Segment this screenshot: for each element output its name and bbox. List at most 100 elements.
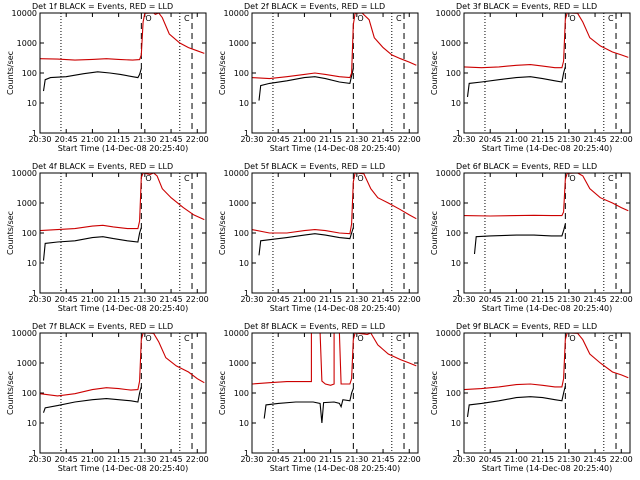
marker-o: O bbox=[145, 174, 151, 183]
series-line bbox=[39, 12, 205, 61]
y-tick-label: 1000 bbox=[229, 359, 249, 368]
y-tick-label: 10000 bbox=[12, 329, 37, 338]
y-tick-label: 1000 bbox=[441, 359, 461, 368]
x-axis-label: Start Time (14-Dec-08 20:25:40) bbox=[270, 304, 401, 313]
x-tick-label: 20:45 bbox=[479, 295, 502, 304]
y-axis-label: Counts/sec bbox=[218, 371, 227, 415]
x-tick-label: 21:30 bbox=[345, 135, 368, 144]
x-tick-label: 21:45 bbox=[584, 455, 607, 464]
x-tick-label: 21:45 bbox=[372, 455, 395, 464]
marker-c: C bbox=[396, 14, 402, 23]
x-tick-label: 21:00 bbox=[505, 295, 528, 304]
series-line bbox=[463, 332, 629, 391]
marker-o: O bbox=[145, 14, 151, 23]
series-line bbox=[251, 332, 417, 386]
x-tick-label: 21:15 bbox=[107, 295, 130, 304]
marker-c: C bbox=[608, 174, 614, 183]
chart-title: Det 6f BLACK = Events, RED = LLD bbox=[456, 162, 597, 171]
y-tick-label: 1 bbox=[244, 449, 249, 458]
chart-title: Det 7f BLACK = Events, RED = LLD bbox=[32, 322, 173, 331]
series-line bbox=[42, 386, 142, 413]
y-tick-label: 1 bbox=[32, 289, 37, 298]
marker-o: O bbox=[569, 14, 575, 23]
chart-title: Det 5f BLACK = Events, RED = LLD bbox=[244, 162, 385, 171]
y-tick-label: 10000 bbox=[12, 9, 37, 18]
series-line bbox=[42, 68, 142, 92]
marker-c: C bbox=[184, 174, 190, 183]
x-tick-label: 21:00 bbox=[81, 135, 104, 144]
x-tick-label: 20:30 bbox=[240, 135, 263, 144]
plot-frame bbox=[251, 12, 419, 134]
x-tick-label: 21:15 bbox=[319, 135, 342, 144]
marker-c: C bbox=[608, 14, 614, 23]
x-tick-label: 21:30 bbox=[557, 135, 580, 144]
y-axis-label: Counts/sec bbox=[6, 51, 15, 95]
y-tick-label: 10000 bbox=[436, 9, 461, 18]
series-line bbox=[39, 332, 205, 397]
series-line bbox=[473, 223, 566, 255]
x-tick-label: 21:45 bbox=[160, 135, 183, 144]
plot-frame bbox=[39, 332, 207, 454]
chart-title: Det 3f BLACK = Events, RED = LLD bbox=[456, 2, 597, 11]
x-tick-label: 22:00 bbox=[398, 295, 421, 304]
chart-panel: Det 5f BLACK = Events, RED = LLD 1 10 100 10… bbox=[218, 162, 421, 313]
y-tick-label: 1 bbox=[456, 449, 461, 458]
chart-title: Det 4f BLACK = Events, RED = LLD bbox=[32, 162, 173, 171]
x-tick-label: 20:45 bbox=[267, 455, 290, 464]
y-tick-label: 1000 bbox=[229, 199, 249, 208]
x-tick-label: 22:00 bbox=[186, 455, 209, 464]
x-axis-label: Start Time (14-Dec-08 20:25:40) bbox=[58, 304, 189, 313]
x-tick-label: 21:30 bbox=[133, 295, 156, 304]
x-tick-label: 21:00 bbox=[81, 295, 104, 304]
y-tick-label: 1000 bbox=[17, 199, 37, 208]
y-tick-label: 10000 bbox=[224, 329, 249, 338]
y-tick-label: 100 bbox=[446, 69, 461, 78]
chart-panel: Det 7f BLACK = Events, RED = LLD 1 10 100 10… bbox=[6, 322, 209, 473]
x-axis-label: Start Time (14-Dec-08 20:25:40) bbox=[482, 144, 613, 153]
y-tick-label: 1000 bbox=[441, 199, 461, 208]
chart-panel: Det 3f BLACK = Events, RED = LLD 1 10 100 10… bbox=[430, 2, 633, 153]
x-tick-label: 20:30 bbox=[28, 295, 51, 304]
marker-c: C bbox=[184, 14, 190, 23]
x-tick-label: 20:45 bbox=[267, 135, 290, 144]
x-tick-label: 21:15 bbox=[531, 455, 554, 464]
series-line bbox=[251, 12, 417, 80]
y-tick-label: 10000 bbox=[224, 169, 249, 178]
x-tick-label: 21:30 bbox=[557, 455, 580, 464]
marker-c: C bbox=[608, 334, 614, 343]
x-tick-label: 21:00 bbox=[293, 135, 316, 144]
marker-o: O bbox=[357, 174, 363, 183]
y-tick-label: 100 bbox=[234, 229, 249, 238]
x-tick-label: 21:00 bbox=[505, 135, 528, 144]
chart-panel: Det 4f BLACK = Events, RED = LLD 1 10 100 10… bbox=[6, 162, 209, 313]
y-tick-label: 10000 bbox=[12, 169, 37, 178]
x-tick-label: 21:30 bbox=[345, 295, 368, 304]
marker-c: C bbox=[396, 334, 402, 343]
series-line bbox=[258, 68, 354, 101]
marker-c: C bbox=[184, 334, 190, 343]
y-tick-label: 100 bbox=[234, 389, 249, 398]
x-tick-label: 21:45 bbox=[372, 135, 395, 144]
y-tick-label: 10 bbox=[239, 419, 249, 428]
y-axis-label: Counts/sec bbox=[430, 211, 439, 255]
x-tick-label: 21:15 bbox=[107, 135, 130, 144]
x-tick-label: 21:30 bbox=[133, 455, 156, 464]
y-tick-label: 10 bbox=[451, 259, 461, 268]
y-tick-label: 1000 bbox=[17, 39, 37, 48]
chart-title: Det 1f BLACK = Events, RED = LLD bbox=[32, 2, 173, 11]
x-tick-label: 22:00 bbox=[398, 135, 421, 144]
x-tick-label: 21:15 bbox=[319, 455, 342, 464]
x-axis-label: Start Time (14-Dec-08 20:25:40) bbox=[58, 464, 189, 473]
chart-panel: Det 1f BLACK = Events, RED = LLD 1 10 100 10… bbox=[6, 2, 209, 153]
series-line bbox=[42, 227, 142, 261]
x-tick-label: 21:45 bbox=[160, 455, 183, 464]
chart-title: Det 2f BLACK = Events, RED = LLD bbox=[244, 2, 385, 11]
x-tick-label: 20:45 bbox=[479, 455, 502, 464]
y-tick-label: 1000 bbox=[229, 39, 249, 48]
y-tick-label: 10000 bbox=[436, 169, 461, 178]
y-tick-label: 100 bbox=[22, 229, 37, 238]
x-tick-label: 20:30 bbox=[452, 455, 475, 464]
plot-frame bbox=[251, 172, 419, 294]
y-tick-label: 1000 bbox=[441, 39, 461, 48]
marker-o: O bbox=[569, 174, 575, 183]
